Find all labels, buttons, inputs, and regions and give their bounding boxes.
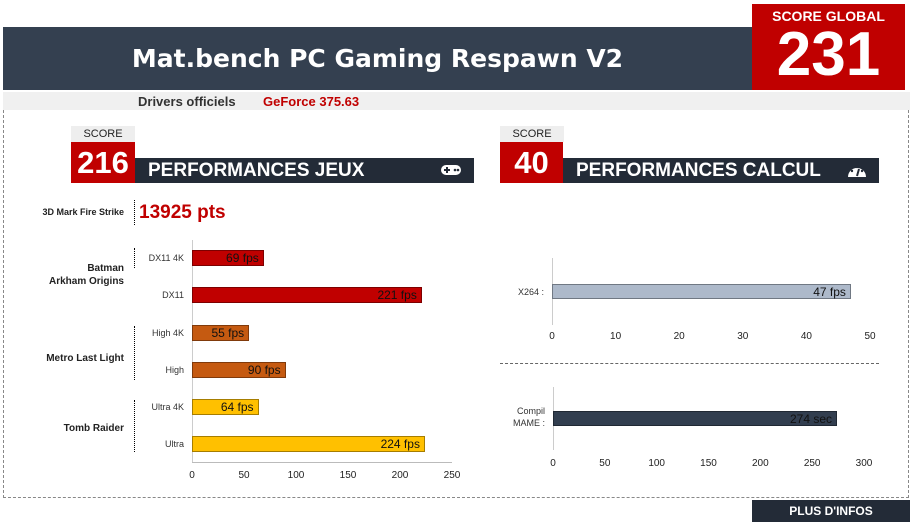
category-label: DX11: [162, 290, 184, 300]
x-tick-label: 150: [700, 458, 717, 469]
group-divider: [134, 400, 135, 452]
compute-section-title: PERFORMANCES CALCUL: [563, 158, 879, 183]
x-tick-label: 50: [599, 458, 611, 469]
bar: 64 fps: [192, 399, 259, 415]
x-tick-label: 40: [800, 331, 812, 342]
y-axis-line: [192, 240, 193, 462]
page-title: Mat.bench PC Gaming Respawn V2: [3, 27, 752, 90]
x-tick-label: 200: [391, 470, 409, 481]
x-tick-label: 100: [648, 458, 665, 469]
bar: 69 fps: [192, 250, 264, 266]
games-section-title: PERFORMANCES JEUX: [135, 158, 474, 183]
games-score-value: 216: [71, 142, 135, 183]
game-group-label: Tomb Raider: [63, 423, 124, 434]
category-label: X264 :: [517, 287, 544, 297]
x-tick-label: 0: [189, 470, 195, 481]
category-label: High: [165, 365, 184, 375]
category-label: Ultra 4K: [151, 402, 184, 412]
x-tick-label: 20: [673, 331, 685, 342]
firestrike-label: 3D Mark Fire Strike: [42, 207, 124, 217]
section-separator: [500, 363, 879, 364]
category-label: DX11 4K: [148, 253, 184, 263]
compute-title: PERFORMANCES CALCUL: [576, 160, 821, 181]
bar: 224 fps: [192, 436, 425, 452]
drivers-label: Drivers officiels: [138, 94, 236, 109]
bar: 221 fps: [192, 287, 422, 303]
games-score-label: SCORE: [71, 126, 135, 142]
global-score-label: SCORE GLOBAL: [772, 8, 885, 24]
bar: 47 fps: [552, 284, 851, 299]
x-tick-label: 0: [549, 331, 555, 342]
x-tick-label: 150: [339, 470, 357, 481]
game-group-label: Batman Arkham Origins: [48, 263, 124, 287]
x-tick-label: 100: [287, 470, 305, 481]
x-tick-label: 50: [864, 331, 876, 342]
global-score-value: 231: [776, 20, 881, 89]
driver-version: GeForce 375.63: [263, 94, 360, 109]
game-group-label: Metro Last Light: [46, 353, 124, 364]
x-tick-label: 200: [751, 458, 769, 469]
x-tick-label: 50: [238, 470, 250, 481]
x-tick-label: 0: [550, 458, 556, 469]
x-tick-label: 250: [803, 458, 821, 469]
category-label: Compil MAME :: [512, 406, 545, 428]
bar: 90 fps: [192, 362, 286, 378]
x-tick-label: 300: [855, 458, 873, 469]
divider: [134, 200, 135, 225]
global-score-badge: SCORE GLOBAL 231: [752, 4, 905, 90]
group-divider: [134, 248, 135, 268]
speedometer-icon: [848, 165, 866, 177]
gamepad-icon: [441, 165, 461, 175]
firestrike-value: 13925 pts: [139, 202, 226, 223]
compute-score-label: SCORE: [500, 126, 564, 142]
drivers-bar: Drivers officiels GeForce 375.63: [3, 92, 910, 110]
category-label: Ultra: [164, 439, 184, 449]
compute-score-value: 40: [500, 142, 563, 183]
bar: 274 sec: [553, 411, 838, 426]
content-frame: [3, 110, 909, 498]
games-title: PERFORMANCES JEUX: [148, 160, 365, 181]
x-tick-label: 30: [737, 331, 749, 342]
more-info-button[interactable]: PLUS D'INFOS: [752, 500, 910, 522]
group-divider: [134, 326, 135, 380]
category-label: High 4K: [151, 328, 184, 338]
x-tick-label: 10: [610, 331, 622, 342]
x-tick-label: 250: [443, 470, 461, 481]
bar: 55 fps: [192, 325, 250, 341]
x-axis-line: [192, 462, 452, 463]
